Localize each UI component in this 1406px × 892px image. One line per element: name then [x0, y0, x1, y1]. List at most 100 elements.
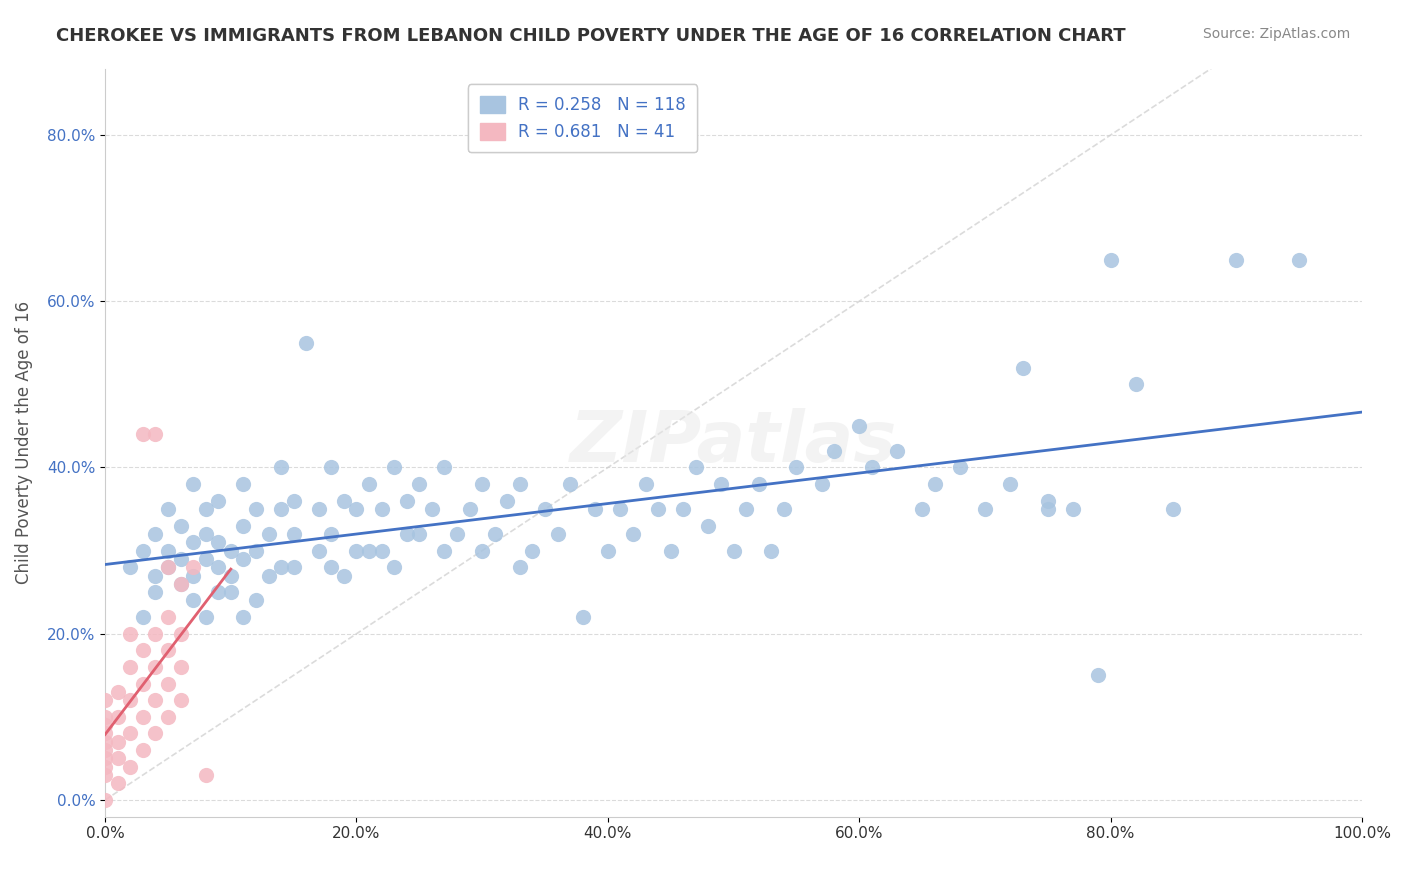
Point	[107, 776, 129, 790]
Point	[181, 560, 204, 574]
Point	[94, 735, 117, 749]
Point	[194, 768, 217, 782]
Point	[295, 335, 318, 350]
Point	[346, 502, 368, 516]
Point	[94, 768, 117, 782]
Point	[156, 543, 179, 558]
Point	[194, 502, 217, 516]
Point	[408, 527, 430, 541]
Point	[245, 593, 267, 607]
Point	[132, 610, 155, 624]
Point	[395, 527, 418, 541]
Point	[107, 735, 129, 749]
Point	[433, 543, 456, 558]
Point	[949, 460, 972, 475]
Point	[145, 568, 167, 582]
Point	[132, 643, 155, 657]
Point	[509, 560, 531, 574]
Point	[357, 477, 380, 491]
Point	[132, 743, 155, 757]
Point	[245, 543, 267, 558]
Point	[94, 751, 117, 765]
Point	[145, 527, 167, 541]
Point	[1011, 360, 1033, 375]
Point	[156, 710, 179, 724]
Point	[132, 676, 155, 690]
Point	[270, 560, 292, 574]
Point	[232, 518, 254, 533]
Point	[207, 560, 229, 574]
Point	[194, 610, 217, 624]
Point	[120, 726, 142, 740]
Point	[94, 726, 117, 740]
Point	[169, 577, 191, 591]
Point	[156, 610, 179, 624]
Point	[283, 527, 305, 541]
Point	[156, 676, 179, 690]
Point	[181, 593, 204, 607]
Point	[94, 718, 117, 732]
Point	[107, 710, 129, 724]
Point	[219, 568, 242, 582]
Point	[974, 502, 997, 516]
Point	[145, 693, 167, 707]
Point	[370, 543, 392, 558]
Point	[169, 660, 191, 674]
Legend: R = 0.258   N = 118, R = 0.681   N = 41: R = 0.258 N = 118, R = 0.681 N = 41	[468, 85, 697, 153]
Point	[357, 543, 380, 558]
Point	[321, 527, 343, 541]
Point	[446, 527, 468, 541]
Point	[145, 660, 167, 674]
Point	[333, 493, 356, 508]
Point	[534, 502, 557, 516]
Point	[1225, 252, 1247, 267]
Point	[132, 543, 155, 558]
Point	[647, 502, 669, 516]
Point	[596, 543, 619, 558]
Point	[924, 477, 946, 491]
Point	[181, 477, 204, 491]
Point	[772, 502, 794, 516]
Point	[245, 502, 267, 516]
Point	[94, 760, 117, 774]
Point	[823, 443, 845, 458]
Point	[748, 477, 770, 491]
Point	[471, 543, 494, 558]
Point	[547, 527, 569, 541]
Point	[194, 552, 217, 566]
Point	[1062, 502, 1084, 516]
Point	[219, 585, 242, 599]
Point	[496, 493, 519, 508]
Point	[509, 477, 531, 491]
Point	[232, 477, 254, 491]
Point	[370, 502, 392, 516]
Point	[659, 543, 682, 558]
Point	[156, 502, 179, 516]
Point	[169, 626, 191, 640]
Point	[408, 477, 430, 491]
Point	[145, 585, 167, 599]
Point	[207, 535, 229, 549]
Point	[583, 502, 606, 516]
Point	[169, 577, 191, 591]
Point	[333, 568, 356, 582]
Point	[1036, 493, 1059, 508]
Point	[1125, 377, 1147, 392]
Point	[257, 527, 280, 541]
Point	[1099, 252, 1122, 267]
Point	[998, 477, 1021, 491]
Point	[321, 460, 343, 475]
Point	[169, 518, 191, 533]
Point	[107, 751, 129, 765]
Point	[283, 560, 305, 574]
Point	[471, 477, 494, 491]
Point	[270, 460, 292, 475]
Point	[1087, 668, 1109, 682]
Point	[308, 502, 330, 516]
Y-axis label: Child Poverty Under the Age of 16: Child Poverty Under the Age of 16	[15, 301, 32, 584]
Point	[484, 527, 506, 541]
Point	[207, 493, 229, 508]
Point	[120, 693, 142, 707]
Point	[1163, 502, 1185, 516]
Point	[181, 568, 204, 582]
